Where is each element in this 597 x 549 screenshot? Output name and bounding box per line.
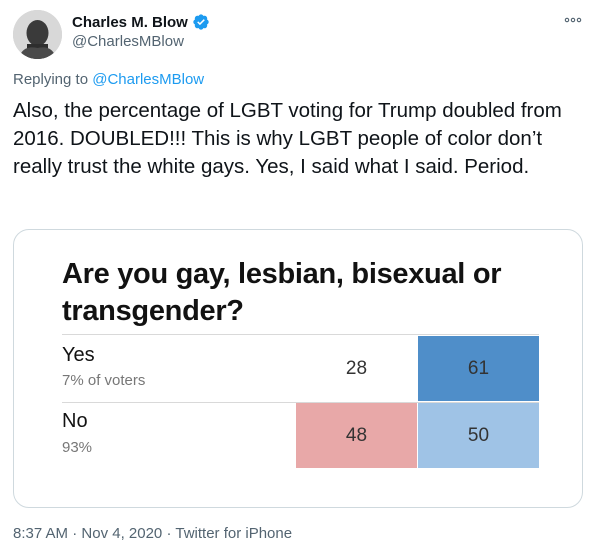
tweet-time[interactable]: 8:37 AM xyxy=(13,525,69,542)
cell-yes-left: 28 xyxy=(345,357,368,379)
tweet-text: Also, the percentage of LGBT voting for … xyxy=(13,99,562,178)
tweet-date[interactable]: Nov 4, 2020 xyxy=(81,525,163,542)
tweet-meta: 8:37 AM · Nov 4, 2020 · Twitter for iPho… xyxy=(13,525,292,542)
avatar[interactable] xyxy=(13,10,62,59)
verified-badge-icon xyxy=(192,13,210,31)
author-handle[interactable]: @CharlesMBlow xyxy=(72,33,184,50)
author-name-row: Charles M. Blow xyxy=(72,12,210,32)
author-display-name[interactable]: Charles M. Blow xyxy=(72,13,188,31)
row-label-yes: Yes xyxy=(62,344,95,366)
row-sublabel-no: 93% xyxy=(62,439,93,456)
cell-no-right: 50 xyxy=(418,403,539,468)
cell-no-left: 48 xyxy=(296,403,417,468)
tweet-media-image[interactable]: Are you gay, lesbian, bisexual or transg… xyxy=(13,229,583,508)
cell-yes-right: 61 xyxy=(418,336,539,401)
reply-mention-link[interactable]: @CharlesMBlow xyxy=(92,71,205,88)
tweet-source[interactable]: Twitter for iPhone xyxy=(175,525,293,542)
replying-to-label: Replying to xyxy=(13,71,89,88)
more-options-icon[interactable] xyxy=(561,12,585,28)
replying-to-line: Replying to @CharlesMBlow xyxy=(13,71,204,88)
meta-separator: · xyxy=(72,525,78,542)
avatar-photo xyxy=(13,10,62,59)
row-sublabel-yes: 7% of voters xyxy=(62,372,146,389)
row-label-no: No xyxy=(62,410,88,432)
row-divider xyxy=(62,402,539,403)
meta-separator: · xyxy=(166,525,172,542)
media-title: Are you gay, lesbian, bisexual or transg… xyxy=(62,258,502,327)
row-divider xyxy=(62,334,539,335)
